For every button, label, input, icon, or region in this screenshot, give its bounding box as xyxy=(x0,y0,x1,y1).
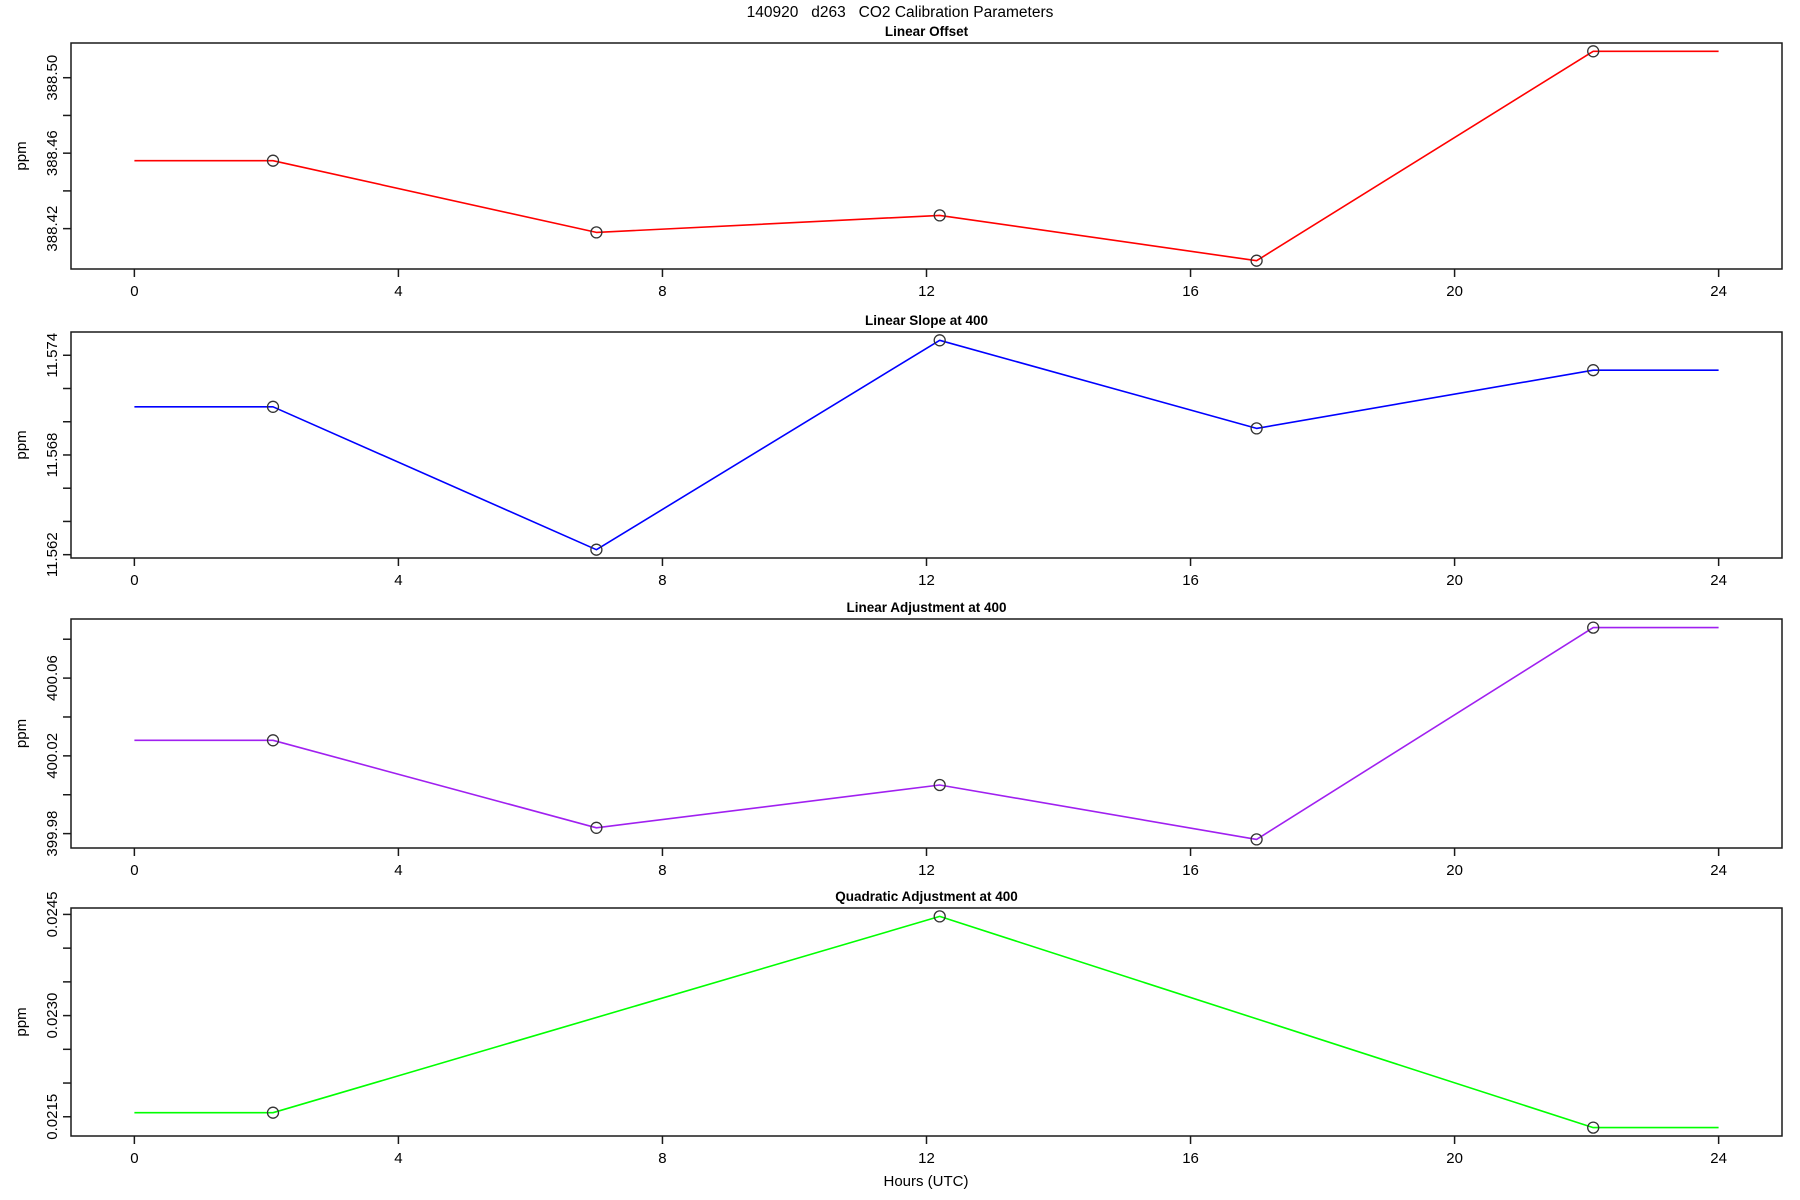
y-axis-label: ppm xyxy=(13,430,30,459)
y-tick-label: 388.50 xyxy=(44,55,61,101)
x-tick-label: 20 xyxy=(1446,862,1463,879)
y-tick-label: 388.42 xyxy=(44,206,61,252)
data-point xyxy=(266,734,280,747)
x-tick-label: 12 xyxy=(918,1150,935,1167)
series-line xyxy=(134,915,1719,1129)
series-line xyxy=(134,339,1719,551)
x-tick-label: 4 xyxy=(394,1150,402,1167)
x-tick-label: 12 xyxy=(918,862,935,879)
x-tick-label: 12 xyxy=(918,283,935,300)
y-tick-label: 400.06 xyxy=(44,655,61,701)
plot-box xyxy=(70,907,1783,1137)
data-point xyxy=(266,400,280,413)
y-tick-label: 0.0230 xyxy=(44,993,61,1039)
panel-title: Linear Offset xyxy=(885,24,969,39)
panel-title: Linear Adjustment at 400 xyxy=(846,600,1006,615)
x-tick-label: 0 xyxy=(130,862,138,879)
data-point xyxy=(933,334,946,347)
series-line xyxy=(134,50,1719,262)
y-tick-label: 388.46 xyxy=(44,130,61,176)
x-tick-label: 4 xyxy=(394,572,402,589)
y-tick-label: 11.574 xyxy=(44,333,61,378)
data-point xyxy=(590,821,603,834)
panels-group: Linear Offset 388.42 388.46 388.50 ppm 0 4 8 12 1… xyxy=(13,24,1783,1167)
x-tick-label: 16 xyxy=(1182,283,1199,300)
data-point xyxy=(933,910,946,923)
x-tick-label: 24 xyxy=(1710,283,1727,300)
x-tick-label: 0 xyxy=(130,572,138,589)
figure-title: 140920 d263 CO2 Calibration Parameters xyxy=(747,4,1054,21)
x-tick-label: 24 xyxy=(1710,572,1727,589)
data-point xyxy=(1250,422,1263,435)
y-axis-label: ppm xyxy=(13,719,30,748)
x-tick-label: 20 xyxy=(1446,1150,1463,1167)
y-tick-label: 0.0215 xyxy=(44,1094,61,1140)
data-point xyxy=(590,543,603,556)
y-tick-label: 399.98 xyxy=(44,811,61,857)
y-tick-label: 11.562 xyxy=(44,532,61,577)
data-point xyxy=(1587,621,1600,634)
x-tick-label: 16 xyxy=(1182,1150,1199,1167)
panel-linear-slope-at-400: Linear Slope at 400 11.562 11.568 11.574 ppm… xyxy=(13,313,1783,589)
data-point xyxy=(933,778,946,792)
y-tick-label: 0.0245 xyxy=(44,891,61,937)
y-tick-label: 11.568 xyxy=(44,433,61,478)
y-tick-label: 400.02 xyxy=(44,733,61,779)
x-tick-label: 24 xyxy=(1710,1150,1727,1167)
y-axis-label: ppm xyxy=(13,1007,30,1036)
x-tick-label: 8 xyxy=(658,283,666,300)
y-axis-label: ppm xyxy=(13,141,30,170)
x-axis-label: Hours (UTC) xyxy=(884,1173,969,1190)
x-tick-label: 8 xyxy=(658,1150,666,1167)
panel-linear-offset: Linear Offset 388.42 388.46 388.50 ppm 0 4 8 12 1… xyxy=(13,24,1783,300)
panel-quadratic-adjustment-at-400: Quadratic Adjustment at 400 0.0215 0.0230 0… xyxy=(13,889,1783,1167)
data-point xyxy=(266,154,280,167)
x-tick-label: 8 xyxy=(658,862,666,879)
x-tick-label: 20 xyxy=(1446,572,1463,589)
panel-linear-adjustment-at-400: Linear Adjustment at 400 399.98 400.02 400.… xyxy=(13,600,1783,879)
plot-box xyxy=(70,42,1783,270)
panel-title: Quadratic Adjustment at 400 xyxy=(835,889,1018,904)
x-tick-label: 8 xyxy=(658,572,666,589)
x-tick-label: 0 xyxy=(130,1150,138,1167)
data-point xyxy=(933,209,946,222)
panel-title: Linear Slope at 400 xyxy=(865,313,988,328)
plot-box xyxy=(70,618,1783,849)
data-point xyxy=(1587,1121,1600,1134)
x-tick-label: 0 xyxy=(130,283,138,300)
series-line xyxy=(134,626,1719,841)
data-point xyxy=(1587,364,1600,377)
x-tick-label: 4 xyxy=(394,862,402,879)
data-point xyxy=(1250,833,1263,846)
x-tick-label: 24 xyxy=(1710,862,1727,879)
x-tick-label: 12 xyxy=(918,572,935,589)
x-tick-label: 20 xyxy=(1446,283,1463,300)
data-point xyxy=(590,226,603,239)
plot-box xyxy=(70,331,1783,559)
x-tick-label: 16 xyxy=(1182,862,1199,879)
data-point xyxy=(266,1106,280,1119)
data-point xyxy=(1587,45,1600,58)
data-point xyxy=(1250,254,1263,267)
x-tick-label: 16 xyxy=(1182,572,1199,589)
x-tick-label: 4 xyxy=(394,283,402,300)
